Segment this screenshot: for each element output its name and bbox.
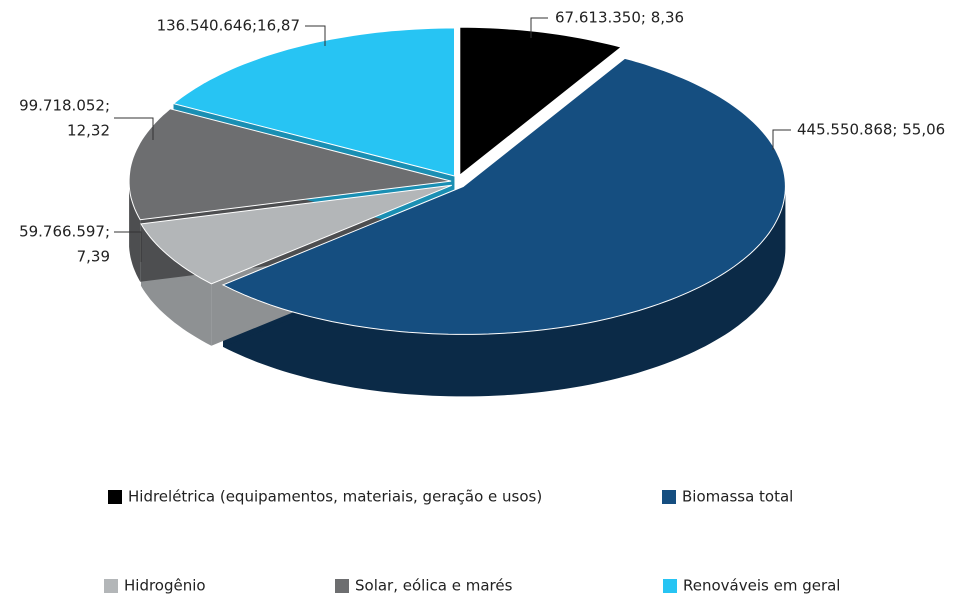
data-label: 67.613.350; 8,36 [555, 9, 684, 27]
pie-slice [140, 184, 452, 285]
legend-label: Biomassa total [682, 488, 793, 506]
data-label: 445.550.868; 55,06 [797, 121, 945, 139]
pie-slice [459, 26, 623, 177]
data-label: 59.766.597; [19, 223, 110, 241]
pie-slice [172, 27, 455, 177]
data-label: 136.540.646;16,87 [157, 17, 300, 35]
legend-label: Renováveis em geral [683, 577, 840, 595]
leader-line [772, 129, 791, 150]
leader-line [114, 117, 154, 140]
legend-label: Hidrelétrica (equipamentos, materiais, g… [128, 488, 542, 506]
data-label: 7,39 [77, 248, 110, 266]
pie-slice [128, 108, 452, 221]
pie-slice [221, 57, 786, 335]
pie-side [223, 186, 786, 397]
legend-swatch [662, 490, 676, 504]
legend-swatch [663, 579, 677, 593]
leader-line [530, 17, 548, 38]
leader-line [305, 25, 326, 46]
data-label: 99.718.052; [19, 97, 110, 115]
pie-side [129, 181, 141, 282]
legend-label: Solar, eólica e marés [355, 577, 513, 595]
legend-label: Hidrogênio [124, 577, 206, 595]
legend-swatch [335, 579, 349, 593]
legend-swatch [104, 579, 118, 593]
legend-swatch [108, 490, 122, 504]
data-label: 12,32 [67, 122, 110, 140]
leader-line [114, 231, 142, 262]
